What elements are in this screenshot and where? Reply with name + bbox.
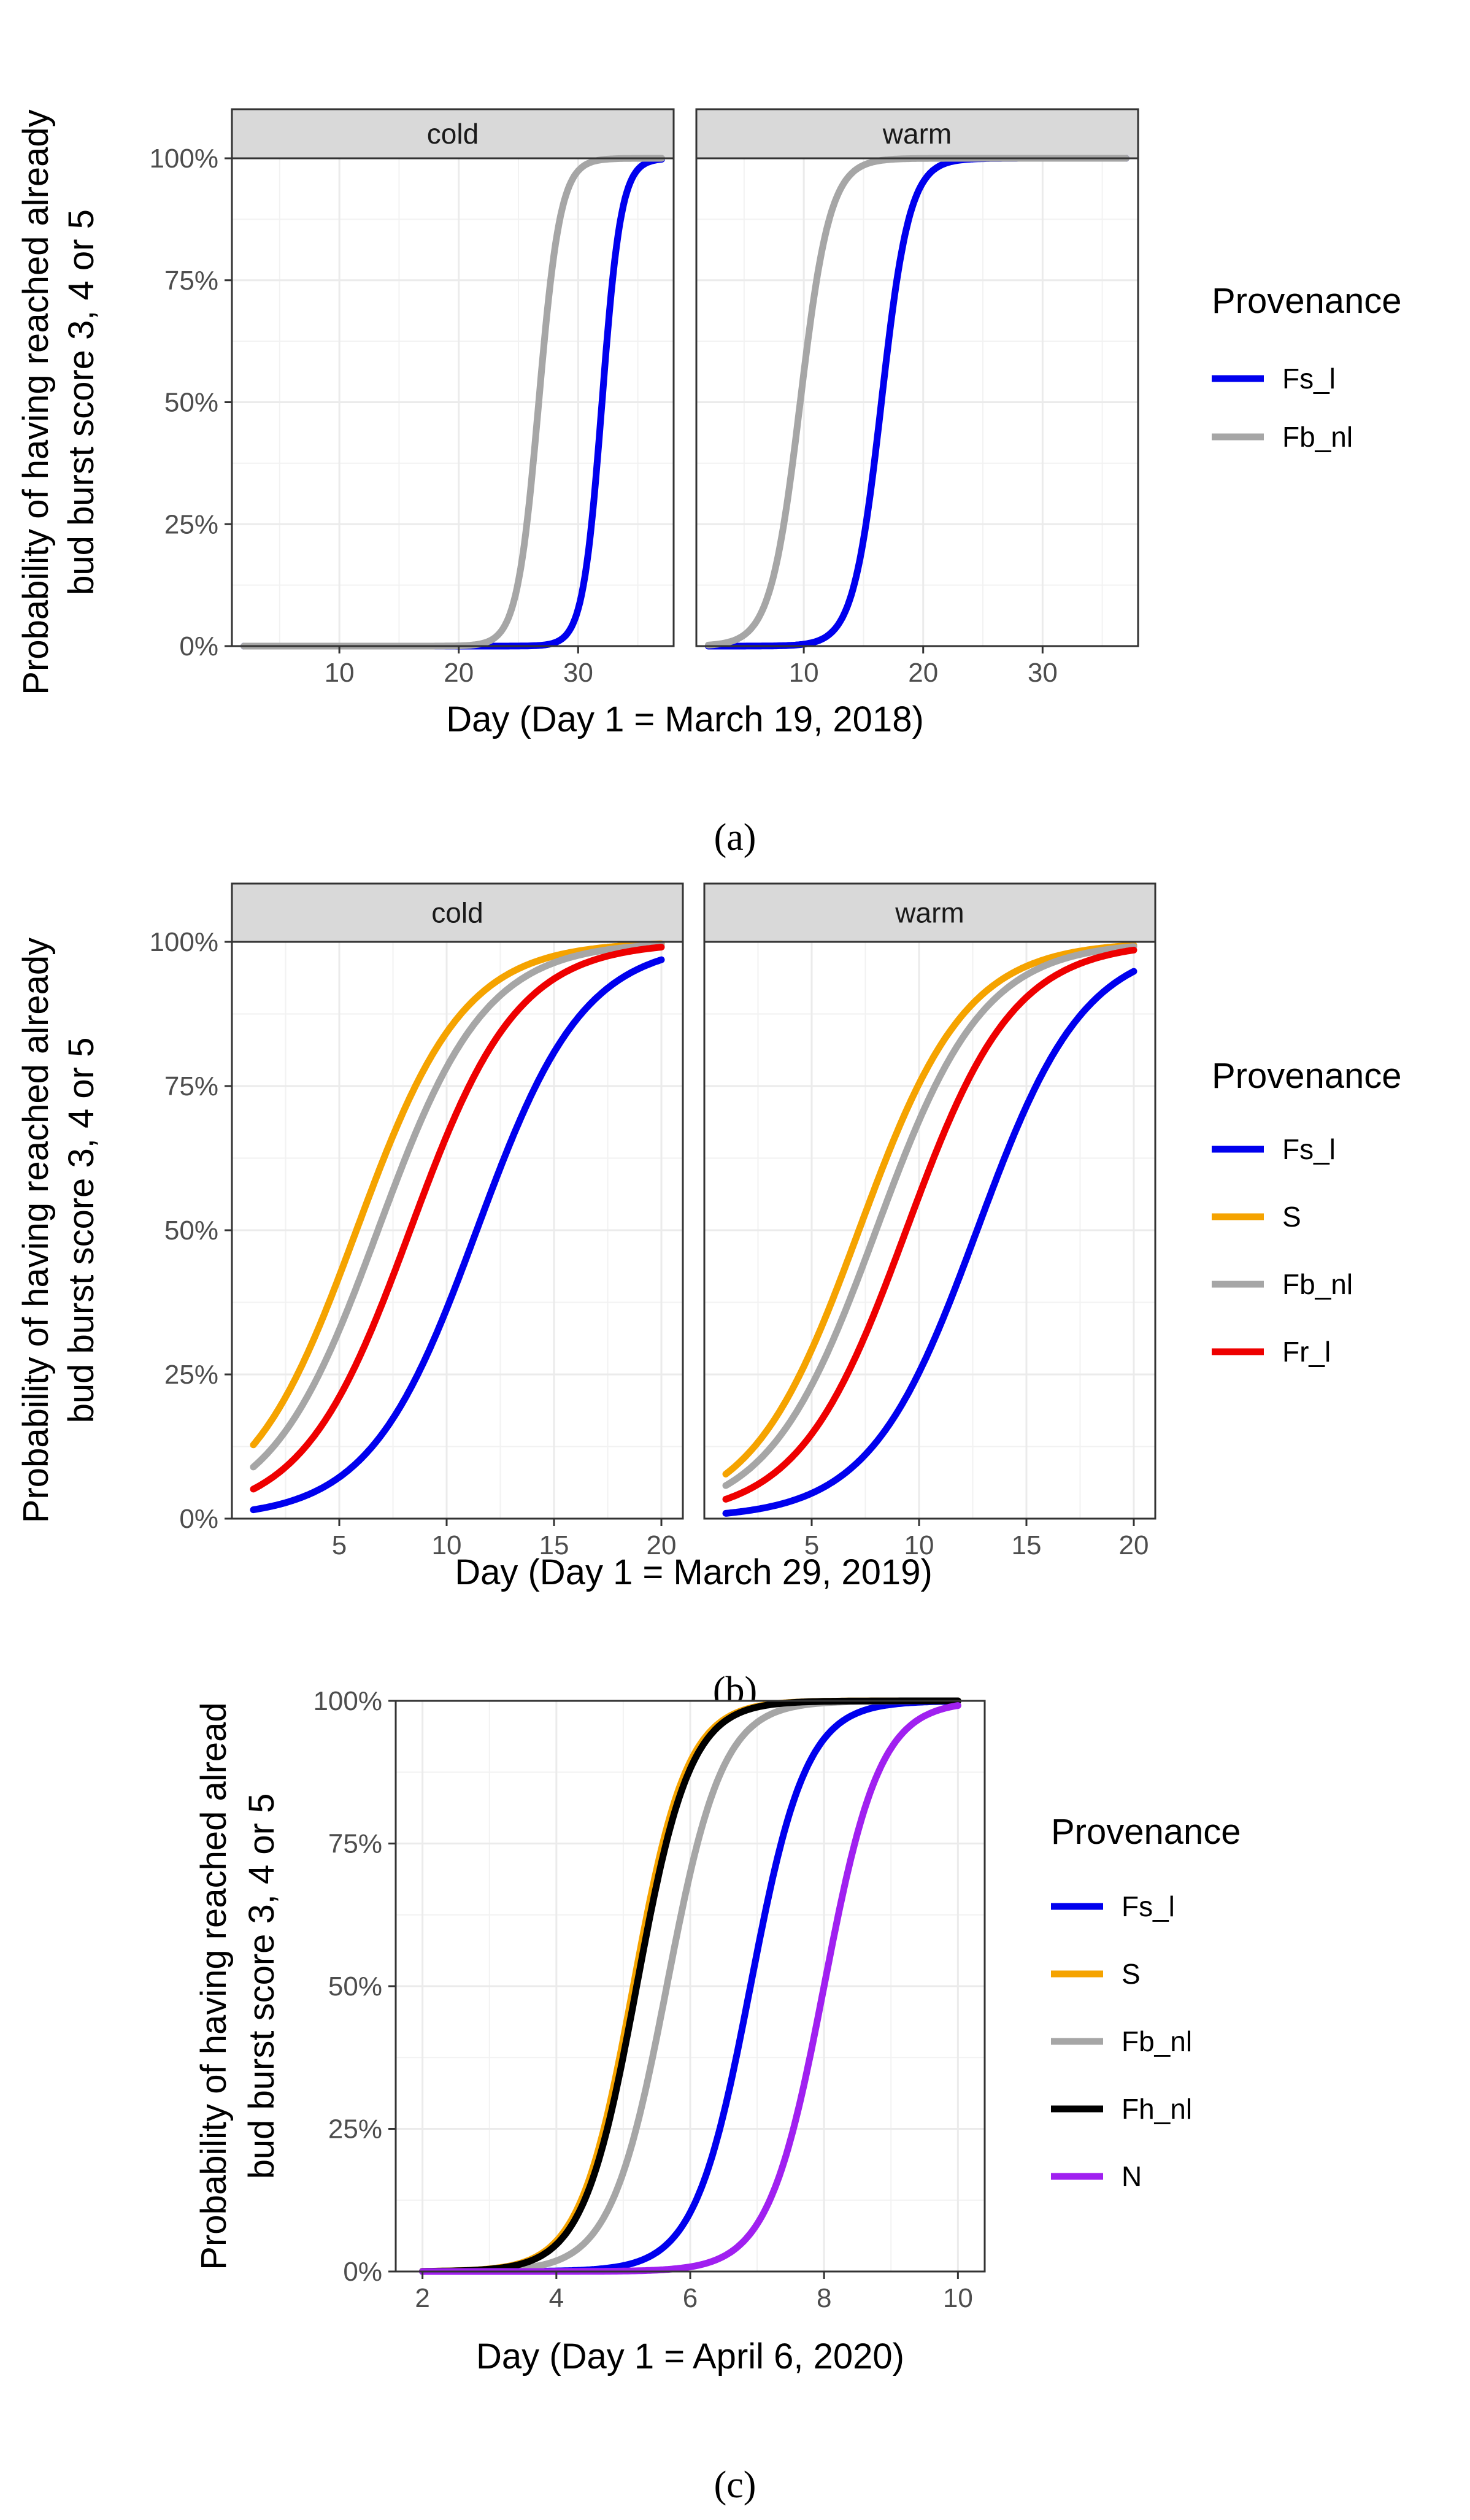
facet-strip-label: warm (895, 897, 964, 929)
x-tick-label: 6 (683, 2283, 698, 2313)
legend: Provenance Fs_l S Fb_nl Fr_l (1212, 1056, 1402, 1368)
facet-cold: cold 10 20 30 0% 25% 50% 75% 100% (149, 108, 675, 688)
legend: Provenance Fs_l S Fb_nl Fh_nl N (1051, 1812, 1241, 2192)
y-tick-label: 50% (164, 1216, 218, 1246)
legend-label: Fs_l (1282, 363, 1336, 395)
x-tick-label: 20 (1119, 1530, 1149, 1560)
legend-label: Fb_nl (1282, 1268, 1353, 1300)
y-tick-label: 100% (149, 144, 218, 174)
x-tick-label: 20 (444, 658, 474, 688)
facet-strip-label: warm (882, 118, 952, 150)
series-line-fs-l (250, 956, 665, 1514)
y-tick-label: 25% (164, 1360, 218, 1390)
x-tick-label: 10 (789, 658, 819, 688)
y-tick-label: 75% (328, 1829, 382, 1859)
y-axis-label: bud burst score 3, 4 or 5 (61, 1038, 101, 1424)
chart-a: cold 10 20 30 0% 25% 50% 75% 100% warm 10 20 30 Day (… (16, 108, 1402, 858)
legend-label: Fb_nl (1122, 2025, 1192, 2057)
legend-label: Fr_l (1282, 1336, 1331, 1368)
series-line-fb-nl (250, 941, 665, 1471)
x-axis-label: Day (Day 1 = March 19, 2018) (446, 699, 924, 739)
x-tick-label: 15 (539, 1530, 569, 1560)
legend-title: Provenance (1212, 1056, 1402, 1096)
y-tick-label: 100% (313, 1686, 382, 1716)
facet-strip (231, 108, 675, 160)
y-tick-label: 0% (179, 1504, 218, 1534)
x-tick-label: 4 (549, 2283, 564, 2313)
series-line-fb-nl (722, 943, 1137, 1489)
x-tick-label: 30 (1028, 658, 1058, 688)
x-tick-label: 2 (415, 2283, 429, 2313)
series-line-s (722, 942, 1137, 1478)
series-line-fs-l (722, 968, 1137, 1517)
x-tick-label: 8 (817, 2283, 831, 2313)
x-tick-label: 10 (943, 2283, 973, 2313)
y-axis-label: Probability of having reached already (16, 109, 56, 695)
x-tick-label: 30 (563, 658, 593, 688)
facet-cold: cold 5 10 15 20 0% 25% 50% 75% 100% (149, 882, 684, 1560)
chart-c: 2 4 6 8 100%25%50%75%100%Day (Day 1 = April … (194, 1686, 1241, 2506)
y-tick-label: 50% (164, 388, 218, 418)
y-axis-label: bud burst score 3, 4 or 5 (61, 209, 101, 595)
facet-strip (231, 882, 684, 943)
y-axis-label: Probability of having reached alread (194, 1702, 234, 2270)
y-tick-label: 25% (328, 2114, 382, 2144)
panel-border (703, 941, 1156, 1520)
x-tick-label: 10 (904, 1530, 934, 1560)
legend-title: Provenance (1212, 281, 1402, 321)
x-tick-label: 15 (1012, 1530, 1042, 1560)
x-tick-label: 20 (647, 1530, 677, 1560)
y-tick-label: 25% (164, 509, 218, 539)
legend-label: N (1122, 2160, 1142, 2192)
y-axis-label: bud burst score 3, 4 or 5 (242, 1794, 282, 2179)
facet-warm: warm 5 10 15 20 (703, 882, 1156, 1560)
x-tick-label: 5 (332, 1530, 347, 1560)
legend-label: Fs_l (1282, 1133, 1336, 1165)
facet-warm: warm 10 20 30 (695, 108, 1139, 688)
x-tick-label: 5 (804, 1530, 819, 1560)
legend-label: Fs_l (1122, 1890, 1175, 1922)
y-axis-label: Probability of having reached already (16, 938, 56, 1523)
x-axis-label: Day (Day 1 = March 29, 2019) (455, 1552, 933, 1592)
facet-strip-label: cold (431, 897, 483, 929)
legend-label: S (1122, 1958, 1141, 1990)
series-line-fr-l (722, 946, 1137, 1503)
legend-label: Fb_nl (1282, 421, 1353, 453)
facet-main: 2 4 6 8 100%25%50%75%100% (313, 1686, 986, 2313)
x-axis-label: Day (Day 1 = April 6, 2020) (476, 2337, 904, 2376)
x-tick-label: 10 (325, 658, 355, 688)
facet-strip (695, 108, 1139, 160)
y-tick-label: 0% (179, 631, 218, 661)
panel-border (695, 157, 1139, 647)
y-tick-label: 75% (164, 1071, 218, 1101)
panel-caption: (c) (714, 2464, 756, 2506)
x-tick-label: 20 (908, 658, 938, 688)
facet-strip (703, 882, 1156, 943)
legend-label: S (1282, 1201, 1301, 1233)
legend-label: Fh_nl (1122, 2093, 1192, 2125)
x-tick-label: 10 (432, 1530, 462, 1560)
legend: Provenance Fs_l Fb_nl (1212, 281, 1402, 453)
panel-caption: (a) (714, 817, 756, 858)
y-tick-label: 0% (343, 2257, 382, 2287)
y-tick-label: 75% (164, 266, 218, 296)
facet-strip-label: cold (427, 118, 479, 150)
series-line-fr-l (250, 944, 665, 1493)
legend-title: Provenance (1051, 1812, 1241, 1852)
y-tick-label: 100% (149, 927, 218, 957)
y-tick-label: 50% (328, 1971, 382, 2002)
